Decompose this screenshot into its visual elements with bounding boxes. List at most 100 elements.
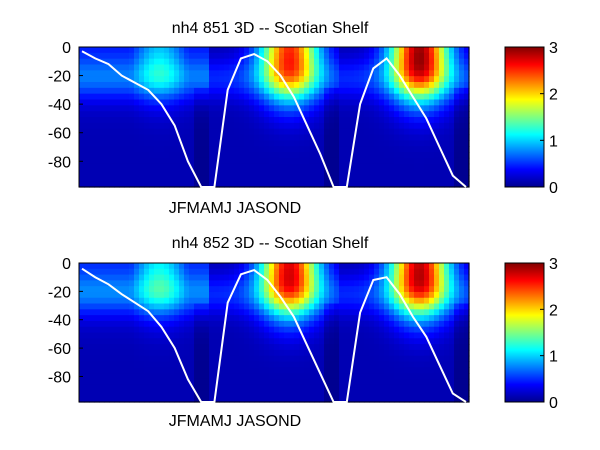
heatmap-cell <box>114 111 120 118</box>
heatmap-cell <box>189 122 195 130</box>
heatmap-cell <box>309 326 315 334</box>
y-tick-label: -60 <box>48 126 71 143</box>
heatmap-cell <box>394 297 400 305</box>
heatmap-cell <box>424 146 430 153</box>
heatmap-cell <box>359 111 365 118</box>
heatmap-cell <box>399 58 405 66</box>
heatmap-cell <box>269 315 275 322</box>
heatmap-cell <box>454 122 460 130</box>
heatmap-cell <box>374 175 380 182</box>
heatmap-cell <box>404 361 410 368</box>
heatmap-cell <box>259 280 265 287</box>
heatmap-cell <box>189 70 195 77</box>
heatmap-cell <box>159 58 165 66</box>
heatmap-cell <box>329 315 335 322</box>
heatmap-cell <box>224 52 230 60</box>
heatmap-cell <box>264 76 270 83</box>
heatmap-cell <box>389 169 395 176</box>
heatmap-cell <box>374 263 380 270</box>
heatmap-cell <box>314 122 320 130</box>
heatmap-cell <box>219 361 225 368</box>
heatmap-cell <box>294 70 300 77</box>
heatmap-cell <box>399 70 405 77</box>
heatmap-cell <box>319 390 325 397</box>
heatmap-cell <box>439 76 445 83</box>
heatmap-cell <box>449 274 455 281</box>
heatmap-cell <box>429 378 435 386</box>
heatmap-cell <box>329 58 335 66</box>
heatmap-cell <box>224 140 230 147</box>
heatmap-cell <box>359 396 365 403</box>
heatmap-cell <box>429 47 435 54</box>
heatmap-cell <box>139 99 145 106</box>
heatmap-cell <box>254 47 260 54</box>
heatmap-cell <box>364 111 370 118</box>
heatmap-cell <box>139 349 145 357</box>
heatmap-cell <box>299 349 305 357</box>
heatmap-cell <box>284 93 290 101</box>
heatmap-cell <box>219 111 225 118</box>
heatmap-cell <box>389 274 395 281</box>
heatmap-cell <box>194 134 200 141</box>
y-tick-label: -40 <box>48 313 71 330</box>
heatmap-cell <box>194 82 200 89</box>
heatmap-cell <box>259 303 265 310</box>
heatmap-cell <box>329 157 335 165</box>
heatmap-cell <box>369 163 375 171</box>
heatmap-cell <box>124 378 130 386</box>
heatmap-cell <box>214 52 220 60</box>
heatmap-cell <box>189 152 195 159</box>
heatmap-cell <box>119 70 125 77</box>
heatmap-cell <box>99 152 105 159</box>
heatmap-cell <box>344 384 350 392</box>
heatmap-cell <box>269 52 275 60</box>
heatmap-cell <box>374 99 380 106</box>
heatmap-cell <box>154 175 160 182</box>
heatmap-cell <box>129 52 135 60</box>
heatmap-cell <box>319 52 325 60</box>
heatmap-cell <box>289 134 295 141</box>
heatmap-cell <box>379 297 385 305</box>
heatmap-cell <box>284 52 290 60</box>
heatmap-cell <box>274 70 280 77</box>
heatmap-cell <box>149 268 155 276</box>
heatmap-cell <box>374 52 380 60</box>
heatmap-cell <box>154 297 160 305</box>
heatmap-cell <box>264 111 270 118</box>
heatmap-cell <box>414 175 420 182</box>
heatmap-cell <box>209 70 215 77</box>
heatmap-cell <box>434 378 440 386</box>
heatmap-cell <box>94 105 100 112</box>
heatmap-cell <box>269 99 275 106</box>
heatmap-cell <box>319 64 325 71</box>
heatmap-cell <box>454 263 460 270</box>
heatmap-cell <box>454 181 460 188</box>
heatmap-cell <box>239 378 245 386</box>
heatmap-cell <box>359 326 365 334</box>
heatmap-cell <box>444 297 450 305</box>
heatmap-cell <box>119 52 125 60</box>
heatmap-cell <box>144 280 150 287</box>
heatmap-cell <box>114 367 120 374</box>
heatmap-cell <box>419 274 425 281</box>
heatmap-cell <box>234 268 240 276</box>
heatmap-cell <box>419 76 425 83</box>
heatmap-cell <box>144 140 150 147</box>
heatmap-cell <box>424 99 430 106</box>
heatmap-cell <box>164 326 170 334</box>
heatmap-cell <box>339 355 345 363</box>
heatmap-cell <box>334 384 340 392</box>
heatmap-cell <box>164 152 170 159</box>
heatmap-cell <box>319 291 325 299</box>
heatmap-cell <box>89 134 95 141</box>
heatmap-cell <box>434 297 440 305</box>
heatmap-cell <box>214 134 220 141</box>
heatmap-cell <box>324 315 330 322</box>
heatmap-cell <box>394 87 400 95</box>
colorbar-tick-label: 1 <box>549 133 558 150</box>
heatmap-cell <box>239 326 245 334</box>
heatmap-cell <box>79 297 85 305</box>
heatmap-cell <box>209 326 215 334</box>
heatmap-cell <box>429 263 435 270</box>
heatmap-cell <box>399 122 405 130</box>
